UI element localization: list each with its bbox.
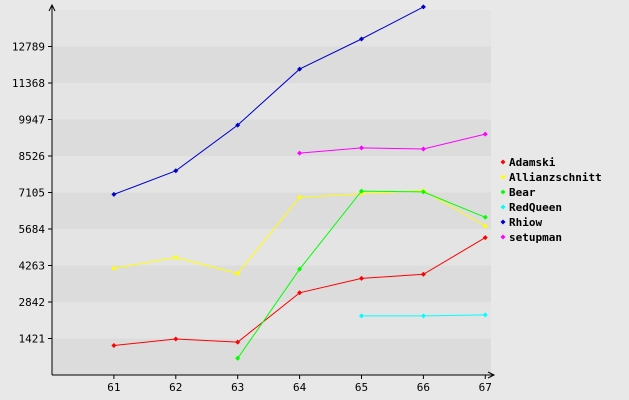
grid-band bbox=[52, 229, 491, 266]
data-point bbox=[173, 254, 179, 260]
legend-marker bbox=[500, 174, 506, 180]
data-point bbox=[358, 275, 364, 281]
y-tick-label: 1421 bbox=[19, 333, 46, 346]
data-point bbox=[482, 312, 488, 318]
data-point bbox=[297, 290, 303, 296]
data-point bbox=[235, 271, 241, 277]
grid-band bbox=[52, 46, 491, 83]
grid-bands bbox=[52, 10, 491, 375]
legend-marker bbox=[500, 189, 506, 195]
grid-band bbox=[52, 83, 491, 120]
y-tick-label: 8526 bbox=[19, 150, 46, 163]
x-axis-ticks: 61 62 63 64 65 66 67 bbox=[107, 375, 492, 394]
data-point bbox=[297, 150, 303, 156]
legend-label: Allianzschnitt bbox=[509, 171, 602, 184]
grid-band bbox=[52, 302, 491, 339]
data-point bbox=[358, 36, 364, 42]
legend-marker bbox=[500, 234, 506, 240]
series-line bbox=[299, 133, 486, 154]
y-tick-label: 11368 bbox=[12, 77, 45, 90]
series-setupman bbox=[297, 131, 488, 156]
grid-band bbox=[52, 265, 491, 302]
data-point bbox=[420, 271, 426, 277]
legend-label: setupman bbox=[509, 231, 562, 244]
series-rhiow bbox=[111, 4, 426, 197]
grid-band bbox=[52, 338, 491, 375]
y-tick-label: 9947 bbox=[19, 114, 46, 127]
x-tick-label: 61 bbox=[107, 381, 120, 394]
data-point bbox=[420, 189, 426, 195]
legend-label: Bear bbox=[509, 186, 536, 199]
data-point bbox=[111, 191, 117, 197]
legend: Adamski Allianzschnitt Bear RedQueen Rhiow se… bbox=[500, 156, 602, 244]
data-point bbox=[420, 313, 426, 319]
data-point bbox=[235, 122, 241, 128]
data-point bbox=[420, 146, 426, 152]
data-point bbox=[482, 223, 488, 229]
y-tick-label: 12789 bbox=[12, 41, 45, 54]
data-point bbox=[297, 266, 303, 272]
y-tick-label: 7105 bbox=[19, 187, 46, 200]
legend-marker bbox=[500, 204, 506, 210]
data-point bbox=[173, 336, 179, 342]
x-tick-label: 65 bbox=[355, 381, 368, 394]
x-tick-label: 67 bbox=[479, 381, 492, 394]
legend-label: RedQueen bbox=[509, 201, 562, 214]
data-point bbox=[482, 214, 488, 220]
data-point bbox=[297, 194, 303, 200]
x-tick-label: 62 bbox=[169, 381, 182, 394]
data-point bbox=[420, 4, 426, 10]
axes bbox=[48, 3, 496, 379]
data-point bbox=[235, 355, 241, 361]
data-point bbox=[482, 235, 488, 241]
y-tick-label: 4263 bbox=[19, 260, 46, 273]
legend-label: Adamski bbox=[509, 156, 556, 169]
legend-marker bbox=[500, 219, 506, 225]
y-axis-ticks: 1421 2842 4263 5684 7105 8526 9947 11368 12789 bbox=[12, 41, 52, 346]
data-point bbox=[173, 168, 179, 174]
y-tick-label: 5684 bbox=[19, 223, 46, 236]
data-point bbox=[358, 188, 364, 194]
x-axis-arrow bbox=[487, 371, 496, 379]
data-point bbox=[235, 339, 241, 345]
data-point bbox=[297, 66, 303, 72]
series-adamski bbox=[111, 235, 488, 348]
series-lines bbox=[111, 4, 488, 361]
grid-band bbox=[52, 156, 491, 193]
x-tick-label: 63 bbox=[231, 381, 244, 394]
legend-marker bbox=[500, 159, 506, 165]
y-tick-label: 2842 bbox=[19, 296, 46, 309]
grid-band bbox=[52, 119, 491, 156]
series-bear bbox=[235, 188, 488, 361]
x-tick-label: 66 bbox=[417, 381, 430, 394]
x-tick-label: 64 bbox=[293, 381, 307, 394]
data-point bbox=[111, 342, 117, 348]
y-axis-arrow bbox=[48, 3, 56, 12]
series-line bbox=[113, 6, 424, 195]
grid-band bbox=[52, 10, 491, 47]
data-point bbox=[482, 131, 488, 137]
data-point bbox=[111, 265, 117, 271]
data-point bbox=[358, 145, 364, 151]
legend-label: Rhiow bbox=[509, 216, 542, 229]
series-redqueen bbox=[358, 312, 488, 319]
grid-band bbox=[52, 192, 491, 229]
data-point bbox=[358, 313, 364, 319]
